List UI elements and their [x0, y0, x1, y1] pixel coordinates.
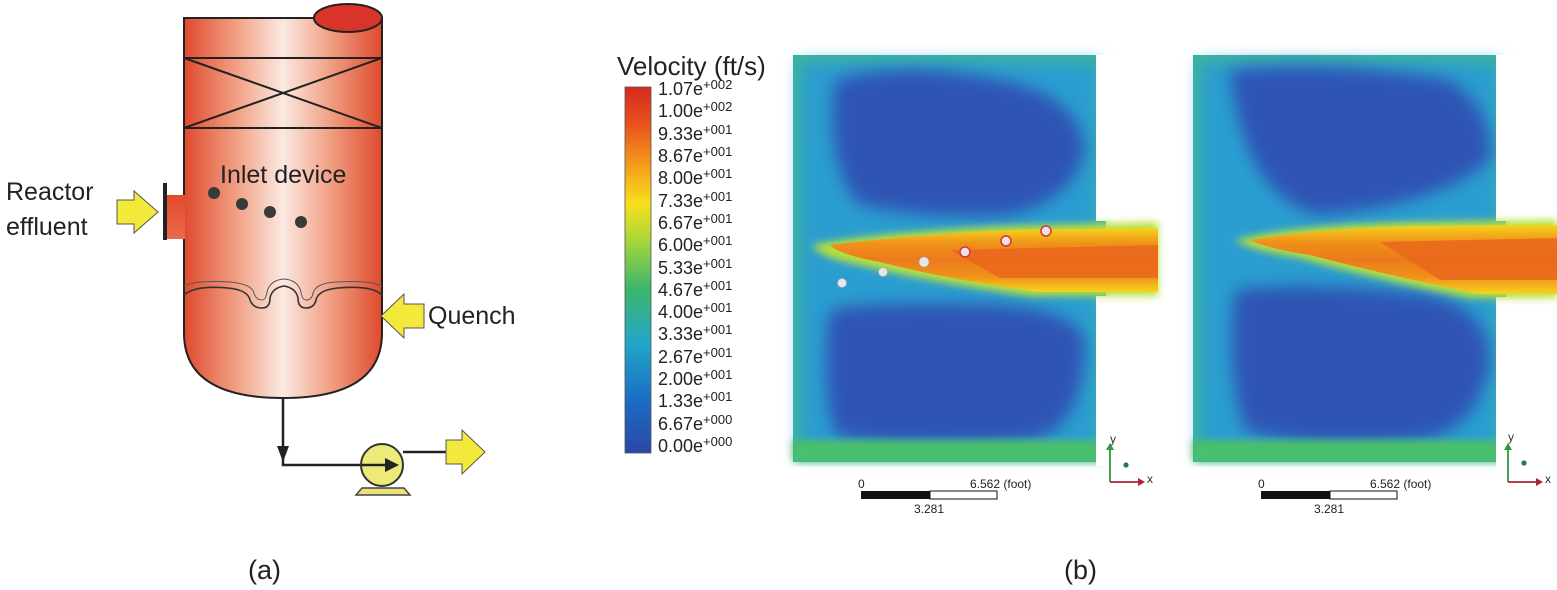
tick-mantissa: 6.67e — [658, 212, 704, 233]
tick-mantissa: 5.33e — [658, 257, 704, 278]
legend-tick-label: 2.00e+001 — [658, 368, 732, 388]
legend-tick-label: 9.33e+001 — [658, 123, 732, 143]
tick-exponent: +002 — [703, 99, 733, 115]
tick-mantissa: 7.33e — [658, 190, 704, 211]
outlet-arrow — [445, 428, 486, 476]
tick-exponent: +001 — [703, 255, 733, 271]
scale-mid-right: 3.281 — [1314, 502, 1345, 516]
legend-tick-label: 1.07e+002 — [658, 78, 732, 98]
legend-tick-label: 8.67e+001 — [658, 145, 732, 165]
legend-tick-label: 5.33e+001 — [658, 257, 732, 277]
legend-tick-label: 4.00e+001 — [658, 301, 732, 321]
scale-start-right: 0 — [1258, 477, 1265, 491]
tick-mantissa: 6.67e — [658, 413, 704, 434]
effluent-label: effluent — [6, 213, 88, 241]
scale-end-left: 6.562 (foot) — [970, 477, 1032, 491]
legend-tick-label: 4.67e+001 — [658, 279, 732, 299]
legend-tick-label: 1.33e+001 — [658, 390, 732, 410]
tick-exponent: +000 — [703, 411, 733, 427]
tick-mantissa: 1.33e — [658, 391, 704, 412]
tick-exponent: +001 — [703, 233, 733, 249]
legend-tick-label: 8.00e+001 — [658, 167, 732, 187]
tick-exponent: +001 — [703, 322, 733, 338]
inlet-device-hole — [264, 206, 276, 218]
packed-bed — [183, 57, 383, 129]
tick-mantissa: 2.67e — [658, 346, 704, 367]
outlet-pipe — [281, 398, 363, 467]
tick-mantissa: 4.00e — [658, 302, 704, 323]
tick-mantissa: 3.33e — [658, 324, 704, 345]
tick-exponent: +000 — [703, 434, 733, 449]
tick-exponent: +001 — [703, 389, 733, 405]
legend-tick-label: 2.67e+001 — [658, 346, 732, 366]
tick-exponent: +001 — [703, 344, 733, 360]
inlet-nozzle — [165, 195, 185, 239]
legend-tick-label: 6.67e+000 — [658, 413, 732, 433]
tick-exponent: +001 — [703, 300, 733, 316]
scale-bar-right — [1261, 490, 1398, 500]
tick-mantissa: 8.00e — [658, 168, 704, 189]
tick-mantissa: 4.67e — [658, 279, 704, 300]
tick-mantissa: 1.00e — [658, 101, 704, 122]
legend-tick-label: 3.33e+001 — [658, 323, 732, 343]
tick-exponent: +001 — [703, 210, 733, 226]
reactor-label: Reactor — [6, 178, 94, 206]
legend-tick-label: 1.00e+002 — [658, 100, 732, 120]
panel-b-label: (b) — [1064, 555, 1097, 585]
tick-mantissa: 2.00e — [658, 369, 704, 390]
inlet-device-hole — [236, 198, 248, 210]
scale-bar-left — [861, 490, 998, 500]
tick-exponent: +001 — [703, 166, 733, 182]
effluent-arrow — [116, 189, 159, 235]
quench-arrow — [380, 292, 425, 340]
tick-mantissa: 8.67e — [658, 145, 704, 166]
pump-base — [354, 487, 412, 496]
tick-exponent: +001 — [703, 277, 733, 293]
tick-exponent: +001 — [703, 121, 733, 137]
scale-start-left: 0 — [858, 477, 865, 491]
legend-title: Velocity (ft/s) — [617, 51, 766, 81]
vessel-body — [183, 17, 383, 400]
axis-x-label-left: x — [1147, 472, 1153, 486]
tick-exponent: +001 — [703, 143, 733, 159]
tick-mantissa: 6.00e — [658, 235, 704, 256]
contour-plot-without-device — [1193, 55, 1557, 467]
axis-triad-right — [1504, 443, 1543, 486]
tick-mantissa: 0.00e — [658, 436, 704, 456]
legend-tick-label: 7.33e+001 — [658, 190, 732, 210]
axis-triad-left — [1106, 443, 1145, 486]
inlet-device-hole — [208, 187, 220, 199]
scale-end-right: 6.562 (foot) — [1370, 477, 1432, 491]
tick-exponent: +001 — [703, 367, 733, 383]
tick-exponent: +002 — [703, 77, 733, 92]
axis-y-label-right: y — [1508, 430, 1514, 444]
legend-tick-label: 6.67e+001 — [658, 212, 732, 232]
legend-tick-label: 0.00e+000 — [658, 435, 732, 455]
inlet-device-label: Inlet device — [220, 161, 347, 189]
scale-mid-left: 3.281 — [914, 502, 945, 516]
quench-label: Quench — [428, 302, 516, 330]
axis-y-label-left: y — [1110, 432, 1116, 446]
tick-mantissa: 1.07e — [658, 79, 704, 99]
tick-mantissa: 9.33e — [658, 123, 704, 144]
contour-plot-with-device — [793, 55, 1158, 466]
legend-colorbar — [624, 86, 652, 454]
quench-baffle — [183, 285, 383, 309]
legend-tick-label: 6.00e+001 — [658, 234, 732, 254]
inlet-device-hole — [295, 216, 307, 228]
panel-a-label: (a) — [248, 555, 281, 585]
axis-x-label-right: x — [1545, 472, 1551, 486]
tick-exponent: +001 — [703, 188, 733, 204]
